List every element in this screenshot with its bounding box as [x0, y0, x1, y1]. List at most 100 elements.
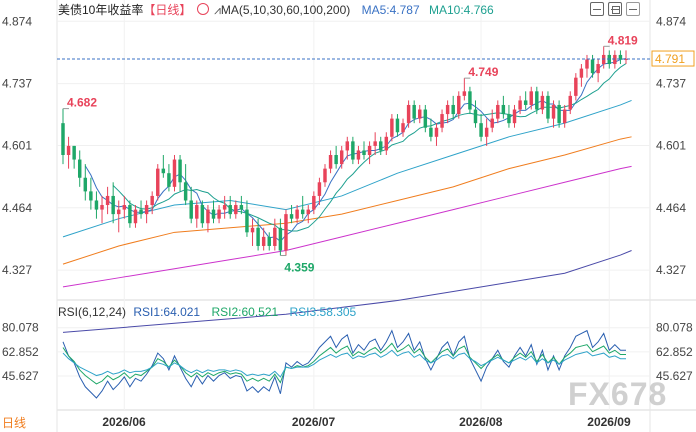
candle-body	[312, 195, 316, 210]
candle-body	[440, 114, 444, 128]
period-selector[interactable]: 【日线】	[143, 3, 192, 17]
close-icon[interactable]	[626, 2, 640, 16]
price-tick-left: 4.737	[2, 77, 32, 91]
axes: 4.874 4.874 4.737 4.737 4.601 4.601 4.464 4.464…	[2, 14, 693, 429]
toolbar	[590, 2, 640, 16]
candle-body	[289, 214, 294, 219]
maximize-icon[interactable]	[608, 2, 622, 16]
minimize-icon[interactable]	[590, 2, 604, 16]
annotations: 4.791 4.682 4.359 4.749 4.819	[57, 33, 695, 275]
instrument-title: 美债10年收益率	[58, 3, 144, 17]
candle-body	[317, 182, 322, 196]
candle-body	[574, 77, 578, 96]
candle-body	[167, 173, 171, 187]
candle-body	[278, 227, 283, 251]
price-tick-left: 4.874	[2, 14, 32, 28]
candle-body	[362, 150, 366, 155]
candle-body	[111, 195, 115, 215]
date-tick-label: 2026/08	[459, 415, 503, 429]
current-price-box	[651, 50, 695, 67]
candle-body	[239, 205, 244, 210]
candle-body	[128, 205, 132, 224]
candle-body	[562, 109, 567, 124]
rsi-tick-left: 62.852	[2, 345, 39, 359]
candle-body	[557, 104, 561, 124]
high-label: 4.682	[67, 96, 97, 110]
candle-body	[384, 136, 389, 151]
ma-icon: ⩘	[214, 3, 221, 17]
candle-body	[217, 209, 221, 219]
rsi-line-rsi2	[62, 342, 626, 385]
price-tick-right: 4.874	[656, 14, 686, 28]
candle-body	[429, 127, 433, 137]
candle-body	[273, 227, 277, 246]
candle-body	[535, 91, 539, 110]
candle-body	[200, 205, 205, 224]
candle-body	[551, 104, 556, 119]
rsi-header: RSI(6,12,24) RSI1:64.021 RSI2:60.521 RSI…	[58, 305, 356, 319]
candle-body	[228, 205, 232, 215]
ma-line-ma30	[62, 99, 632, 238]
candle-body	[100, 205, 104, 210]
watermark: FX678	[568, 376, 668, 412]
rsi-tick-right: 62.852	[656, 345, 693, 359]
low-label: 4.359	[284, 261, 314, 275]
candle-body	[156, 168, 160, 196]
candle-body	[245, 209, 249, 233]
candle-body	[406, 104, 411, 124]
candle-body	[484, 127, 489, 137]
candle-body	[445, 104, 450, 115]
candle-body	[367, 145, 372, 155]
candle-body	[585, 59, 589, 69]
ma5-value: MA5:4.787	[361, 3, 420, 17]
ma-params[interactable]: MA(5,10,30,60,100,200)	[220, 3, 351, 17]
candle-body	[418, 109, 422, 119]
candle-body	[468, 91, 472, 110]
candle-body	[89, 191, 93, 201]
chart-header: 美债10年收益率【日线】 ⩘MA(5,10,30,60,100,200) MA5…	[58, 1, 494, 18]
ma-line-ma200	[62, 250, 632, 333]
candle-body	[618, 54, 623, 60]
candle-body	[323, 168, 327, 183]
candle-body	[473, 109, 478, 124]
price-tick-left: 4.464	[2, 201, 32, 215]
candle-body	[496, 104, 500, 119]
candle-body	[83, 177, 88, 192]
candle-body	[256, 227, 260, 246]
rsi-panel	[62, 329, 626, 399]
candle-body	[596, 64, 600, 74]
high-label: 4.819	[608, 33, 638, 47]
candle-body	[117, 209, 121, 215]
price-tick-right: 4.464	[656, 201, 686, 215]
rsi-tick-left: 45.627	[2, 369, 39, 383]
candle-body	[261, 236, 266, 246]
candle-body	[267, 236, 271, 246]
candle-body	[479, 123, 483, 137]
ma10-value: MA10:4.766	[429, 3, 494, 17]
candle-body	[390, 118, 394, 137]
candle-body	[579, 68, 584, 78]
candle-body	[189, 200, 193, 219]
date-tick-label: 2026/06	[102, 415, 146, 429]
candle-body	[457, 95, 461, 115]
candle-body	[250, 227, 255, 233]
rsi-tick-left: 80.078	[2, 321, 39, 335]
current-price-label: 4.791	[655, 52, 685, 66]
candle-body	[77, 159, 82, 178]
candle-body	[351, 141, 355, 160]
rsi1-value: RSI1:64.021	[133, 305, 201, 319]
candle-body	[72, 145, 76, 160]
candle-body	[345, 141, 350, 151]
candle-body	[401, 123, 405, 133]
candle-body	[284, 214, 288, 251]
date-tick-label: 2026/09	[587, 415, 631, 429]
candles	[61, 46, 628, 256]
candle-body	[183, 182, 188, 201]
candle-body	[624, 59, 628, 61]
rsi-params[interactable]: RSI(6,12,24)	[58, 305, 127, 319]
settings-icon[interactable]	[196, 3, 209, 15]
candle-body	[66, 145, 71, 155]
candle-body	[122, 205, 127, 210]
